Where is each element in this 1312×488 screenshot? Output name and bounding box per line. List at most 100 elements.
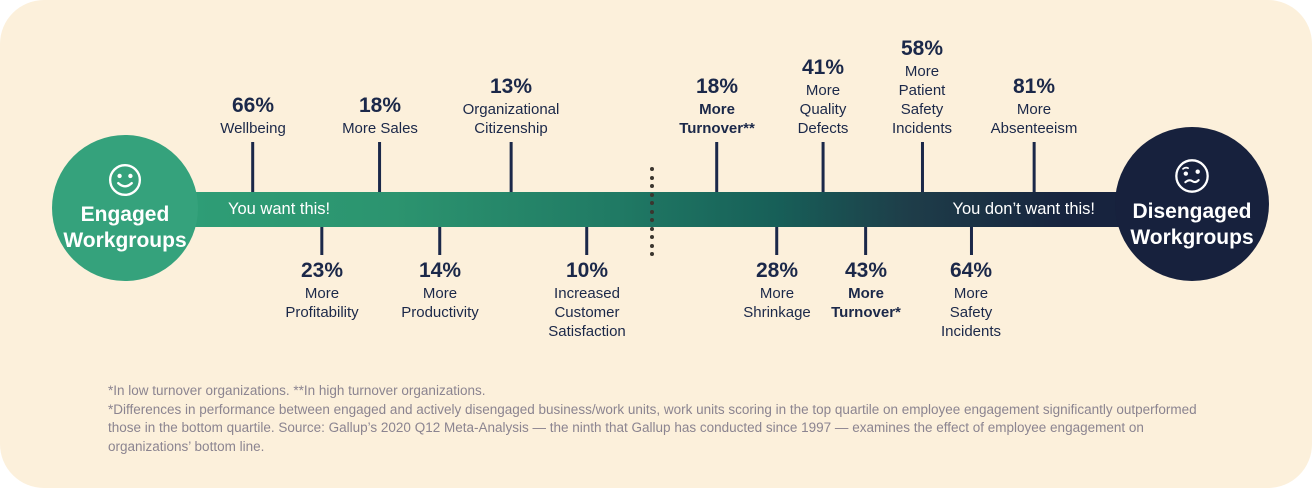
- stat-label: More Sales: [342, 119, 418, 138]
- divider-dot: [650, 184, 654, 188]
- stat-label: More Patient Safety Incidents: [892, 62, 952, 138]
- stat-value: 23%: [300, 259, 344, 282]
- divider-dot: [650, 175, 654, 180]
- stat-label-line: Incidents: [940, 322, 1002, 340]
- stat-tick-line: [251, 142, 255, 192]
- stat-value: 81%: [1012, 75, 1056, 99]
- stat-label-line: Quality: [799, 100, 847, 118]
- stat-label-line: Organizational: [462, 100, 560, 118]
- stat-tick-line: [585, 227, 589, 255]
- stat-tick-line: [864, 227, 868, 255]
- disengaged-title-line1: Disengaged: [1132, 200, 1252, 224]
- divider-dot: [650, 226, 654, 231]
- stat-label: Increased Customer Satisfaction: [548, 284, 626, 341]
- divider-dot: [650, 252, 654, 256]
- stat-annotation: 81% More Absenteeism: [991, 75, 1078, 192]
- stat-label-line: Turnover*: [831, 303, 901, 321]
- stat-tick-line: [715, 142, 719, 192]
- stat-label-line: Increased: [554, 284, 620, 302]
- stat-tick-line: [775, 227, 779, 255]
- footnotes: *In low turnover organizations. **In hig…: [108, 382, 1216, 457]
- stat-value: 66%: [231, 94, 275, 118]
- stat-label: Wellbeing: [220, 119, 286, 138]
- stat-label-line: Absenteeism: [990, 119, 1078, 137]
- stat-label-line: More: [805, 81, 841, 99]
- worried-face-icon: [1173, 157, 1211, 195]
- stat-value: 64%: [949, 259, 993, 282]
- stat-annotation: 10% Increased Customer Satisfaction: [548, 227, 626, 341]
- engagement-spectrum-band: [130, 192, 1142, 227]
- stat-label: More Safety Incidents: [941, 284, 1001, 341]
- center-dotted-divider: [650, 167, 654, 256]
- stat-label-line: Citizenship: [474, 119, 548, 137]
- engaged-workgroups-circle: Engaged Workgroups: [52, 135, 198, 281]
- footnote-source: *Differences in performance between enga…: [108, 401, 1197, 454]
- stat-label: More Productivity: [401, 284, 479, 322]
- divider-dot: [650, 243, 654, 248]
- stat-tick-line: [969, 227, 973, 255]
- stat-label: More Absenteeism: [991, 100, 1078, 138]
- stat-value: 18%: [695, 75, 739, 99]
- stat-label-line: More: [422, 284, 458, 302]
- stat-tick-line: [1032, 142, 1036, 192]
- stat-label: More Shrinkage: [743, 284, 811, 322]
- stat-value: 58%: [900, 37, 944, 61]
- stat-label: Organizational Citizenship: [463, 100, 560, 138]
- stat-annotation: 28% More Shrinkage: [743, 227, 811, 322]
- stat-label-line: More: [759, 284, 795, 302]
- footnote-asterisks: *In low turnover organizations. **In hig…: [108, 383, 486, 398]
- stat-label-line: More: [848, 284, 884, 302]
- stat-label: More Turnover**: [679, 100, 755, 138]
- stat-label-line: More Sales: [342, 119, 418, 137]
- band-caption-right: You don’t want this!: [952, 200, 1096, 218]
- divider-dot: [650, 167, 654, 171]
- stat-value: 13%: [489, 75, 533, 99]
- stat-annotation: 18% More Turnover**: [679, 75, 755, 192]
- divider-dot: [650, 218, 654, 222]
- engaged-circle-title: Engaged Workgroups: [63, 202, 186, 253]
- stat-tick-line: [509, 142, 513, 192]
- smiley-face-icon: [107, 162, 143, 198]
- stat-annotation: 64% More Safety Incidents: [941, 227, 1001, 341]
- engaged-title-line2: Workgroups: [63, 229, 187, 252]
- stat-value: 28%: [755, 259, 799, 282]
- stat-label-line: More: [304, 284, 340, 302]
- stat-label-line: More: [904, 62, 940, 80]
- stat-label-line: Productivity: [401, 303, 479, 321]
- stat-label: More Quality Defects: [798, 81, 849, 138]
- stat-annotation: 41% More Quality Defects: [798, 56, 849, 192]
- stat-annotation: 66% Wellbeing: [220, 94, 286, 192]
- stat-value: 43%: [844, 259, 888, 282]
- stat-label-line: Safety: [900, 100, 944, 118]
- stat-label-line: Turnover**: [679, 119, 755, 137]
- stat-label-line: Customer: [554, 303, 620, 321]
- stat-annotation: 58% More Patient Safety Incidents: [892, 37, 952, 192]
- stat-tick-line: [320, 227, 324, 255]
- stat-label-line: Safety: [949, 303, 993, 321]
- stat-annotation: 18% More Sales: [342, 94, 418, 192]
- stat-value: 14%: [418, 259, 462, 282]
- engaged-title-line1: Engaged: [80, 203, 170, 227]
- stat-label: More Profitability: [285, 284, 358, 322]
- stat-tick-line: [920, 142, 924, 192]
- stat-label-line: More: [953, 284, 989, 302]
- divider-dot: [650, 209, 654, 214]
- stat-value: 10%: [565, 259, 609, 282]
- stat-annotation: 13% Organizational Citizenship: [463, 75, 560, 192]
- divider-dot: [650, 192, 654, 197]
- stat-label-line: Profitability: [285, 303, 359, 321]
- stat-tick-line: [821, 142, 825, 192]
- stat-tick-line: [378, 142, 382, 192]
- stat-tick-line: [438, 227, 442, 255]
- stat-label-line: Defects: [797, 119, 849, 137]
- stat-label-line: More: [1016, 100, 1052, 118]
- stat-value: 18%: [358, 94, 402, 118]
- stat-label-line: Incidents: [891, 119, 953, 137]
- band-caption-left: You want this!: [228, 200, 331, 218]
- stat-annotation: 43% More Turnover*: [831, 227, 901, 322]
- divider-dot: [650, 235, 654, 239]
- stat-label-line: Patient: [898, 81, 946, 99]
- stat-annotation: 23% More Profitability: [285, 227, 359, 322]
- stat-label-line: Wellbeing: [220, 119, 286, 137]
